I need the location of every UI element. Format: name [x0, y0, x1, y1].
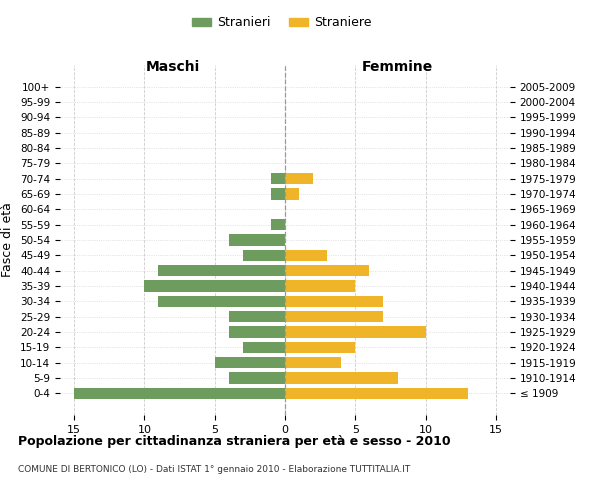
- Bar: [229, 311, 285, 322]
- Bar: [243, 250, 285, 261]
- Bar: [285, 388, 468, 399]
- Bar: [285, 250, 327, 261]
- Bar: [145, 280, 285, 292]
- Text: Femmine: Femmine: [362, 60, 433, 74]
- Bar: [285, 173, 313, 184]
- Bar: [285, 188, 299, 200]
- Bar: [285, 326, 425, 338]
- Bar: [285, 296, 383, 307]
- Text: Maschi: Maschi: [145, 60, 200, 74]
- Bar: [285, 311, 383, 322]
- Bar: [285, 342, 355, 353]
- Bar: [229, 372, 285, 384]
- Bar: [271, 219, 285, 230]
- Bar: [158, 265, 285, 276]
- Legend: Stranieri, Straniere: Stranieri, Straniere: [187, 11, 377, 34]
- Bar: [74, 388, 285, 399]
- Y-axis label: Fasce di età: Fasce di età: [1, 202, 14, 278]
- Bar: [285, 372, 398, 384]
- Bar: [285, 280, 355, 292]
- Text: COMUNE DI BERTONICO (LO) - Dati ISTAT 1° gennaio 2010 - Elaborazione TUTTITALIA.: COMUNE DI BERTONICO (LO) - Dati ISTAT 1°…: [18, 465, 410, 474]
- Bar: [229, 234, 285, 246]
- Bar: [229, 326, 285, 338]
- Bar: [243, 342, 285, 353]
- Bar: [215, 357, 285, 368]
- Bar: [271, 188, 285, 200]
- Bar: [285, 357, 341, 368]
- Bar: [271, 173, 285, 184]
- Bar: [285, 265, 370, 276]
- Text: Popolazione per cittadinanza straniera per età e sesso - 2010: Popolazione per cittadinanza straniera p…: [18, 435, 451, 448]
- Bar: [158, 296, 285, 307]
